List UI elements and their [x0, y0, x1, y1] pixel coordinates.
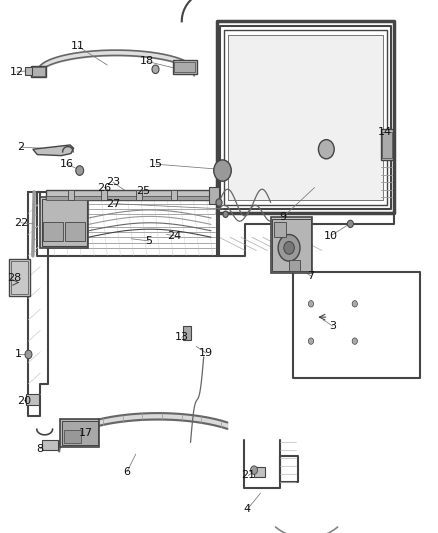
- Text: 13: 13: [175, 333, 189, 342]
- Bar: [42, 440, 58, 450]
- Bar: [64, 430, 81, 443]
- Text: 14: 14: [378, 127, 392, 137]
- Bar: [382, 132, 392, 158]
- Text: 3: 3: [329, 321, 336, 331]
- Bar: [65, 222, 85, 241]
- Bar: [68, 190, 74, 200]
- Bar: [173, 60, 197, 74]
- Text: 18: 18: [140, 56, 154, 66]
- Text: 26: 26: [97, 183, 111, 192]
- Circle shape: [318, 140, 334, 159]
- Bar: [136, 190, 142, 200]
- Circle shape: [216, 199, 222, 206]
- Bar: [11, 261, 28, 294]
- Bar: [43, 222, 63, 241]
- Bar: [274, 222, 286, 237]
- Text: 12: 12: [10, 67, 24, 77]
- Circle shape: [347, 220, 353, 228]
- Circle shape: [284, 241, 294, 254]
- Text: 5: 5: [145, 236, 152, 246]
- Text: 19: 19: [199, 348, 213, 358]
- Text: 2: 2: [18, 142, 25, 152]
- Circle shape: [251, 466, 258, 474]
- Text: 16: 16: [60, 159, 74, 169]
- Circle shape: [214, 160, 231, 181]
- Text: 17: 17: [78, 428, 92, 438]
- Bar: [254, 467, 265, 477]
- Bar: [40, 197, 88, 248]
- Circle shape: [152, 65, 159, 74]
- Text: 1: 1: [15, 350, 22, 359]
- Circle shape: [352, 338, 357, 344]
- Bar: [228, 35, 383, 200]
- Text: 11: 11: [71, 42, 85, 51]
- Text: 25: 25: [137, 186, 151, 196]
- Circle shape: [352, 301, 357, 307]
- Bar: [271, 217, 312, 273]
- Text: 24: 24: [167, 231, 181, 240]
- Bar: [183, 326, 191, 340]
- Bar: [289, 260, 300, 271]
- Circle shape: [278, 235, 300, 261]
- Text: 28: 28: [7, 273, 21, 283]
- Bar: [62, 421, 98, 445]
- Text: 22: 22: [14, 218, 28, 228]
- Text: 27: 27: [106, 199, 120, 208]
- Bar: [272, 219, 311, 271]
- Bar: [101, 190, 107, 200]
- Bar: [381, 129, 393, 160]
- Bar: [32, 67, 45, 76]
- Text: 23: 23: [106, 177, 120, 187]
- Circle shape: [223, 211, 228, 217]
- Bar: [42, 199, 87, 246]
- Text: 6: 6: [124, 467, 131, 477]
- Circle shape: [25, 350, 32, 359]
- Text: 20: 20: [17, 396, 31, 406]
- Text: 10: 10: [324, 231, 338, 240]
- Text: 7: 7: [307, 271, 314, 281]
- Bar: [9, 259, 30, 296]
- Text: 4: 4: [244, 504, 251, 514]
- Bar: [171, 190, 177, 200]
- Text: 15: 15: [148, 159, 162, 169]
- Bar: [46, 196, 215, 200]
- Polygon shape: [33, 145, 74, 156]
- Bar: [60, 419, 99, 447]
- Text: 8: 8: [37, 444, 44, 454]
- Bar: [46, 190, 215, 200]
- Text: 9: 9: [279, 213, 286, 222]
- Bar: [31, 66, 46, 77]
- Bar: [26, 394, 39, 405]
- Circle shape: [76, 166, 84, 175]
- Circle shape: [308, 301, 314, 307]
- Bar: [25, 67, 32, 75]
- Circle shape: [308, 338, 314, 344]
- Bar: [174, 62, 195, 72]
- Bar: [209, 187, 219, 204]
- Text: 21: 21: [241, 471, 255, 480]
